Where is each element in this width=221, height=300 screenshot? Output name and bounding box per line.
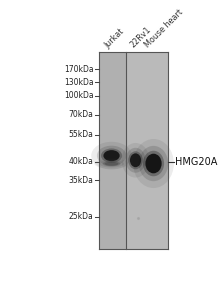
Ellipse shape — [91, 142, 132, 170]
Bar — [126, 52, 168, 248]
Text: 100kDa: 100kDa — [64, 91, 93, 100]
Ellipse shape — [128, 151, 143, 169]
Ellipse shape — [99, 160, 124, 167]
Text: 130kDa: 130kDa — [64, 78, 93, 87]
Ellipse shape — [103, 161, 120, 167]
Ellipse shape — [145, 154, 162, 173]
Text: 70kDa: 70kDa — [69, 110, 93, 119]
Ellipse shape — [105, 162, 118, 166]
Text: 22Rv1: 22Rv1 — [129, 26, 153, 50]
Ellipse shape — [97, 146, 126, 166]
Ellipse shape — [122, 143, 149, 178]
Ellipse shape — [101, 148, 122, 163]
Ellipse shape — [94, 158, 129, 169]
Text: Mouse heart: Mouse heart — [143, 8, 184, 50]
Text: HMG20A: HMG20A — [175, 157, 218, 167]
Text: 170kDa: 170kDa — [64, 65, 93, 74]
Ellipse shape — [133, 139, 174, 188]
Text: 35kDa: 35kDa — [69, 176, 93, 185]
Text: 40kDa: 40kDa — [69, 158, 93, 166]
Ellipse shape — [143, 151, 164, 176]
Ellipse shape — [126, 148, 146, 173]
Bar — [99, 52, 126, 248]
Ellipse shape — [130, 153, 141, 167]
Text: 55kDa: 55kDa — [69, 130, 93, 140]
Text: Jurkat: Jurkat — [103, 27, 126, 50]
Ellipse shape — [103, 150, 120, 161]
Ellipse shape — [139, 146, 168, 181]
Text: 25kDa: 25kDa — [69, 212, 93, 221]
